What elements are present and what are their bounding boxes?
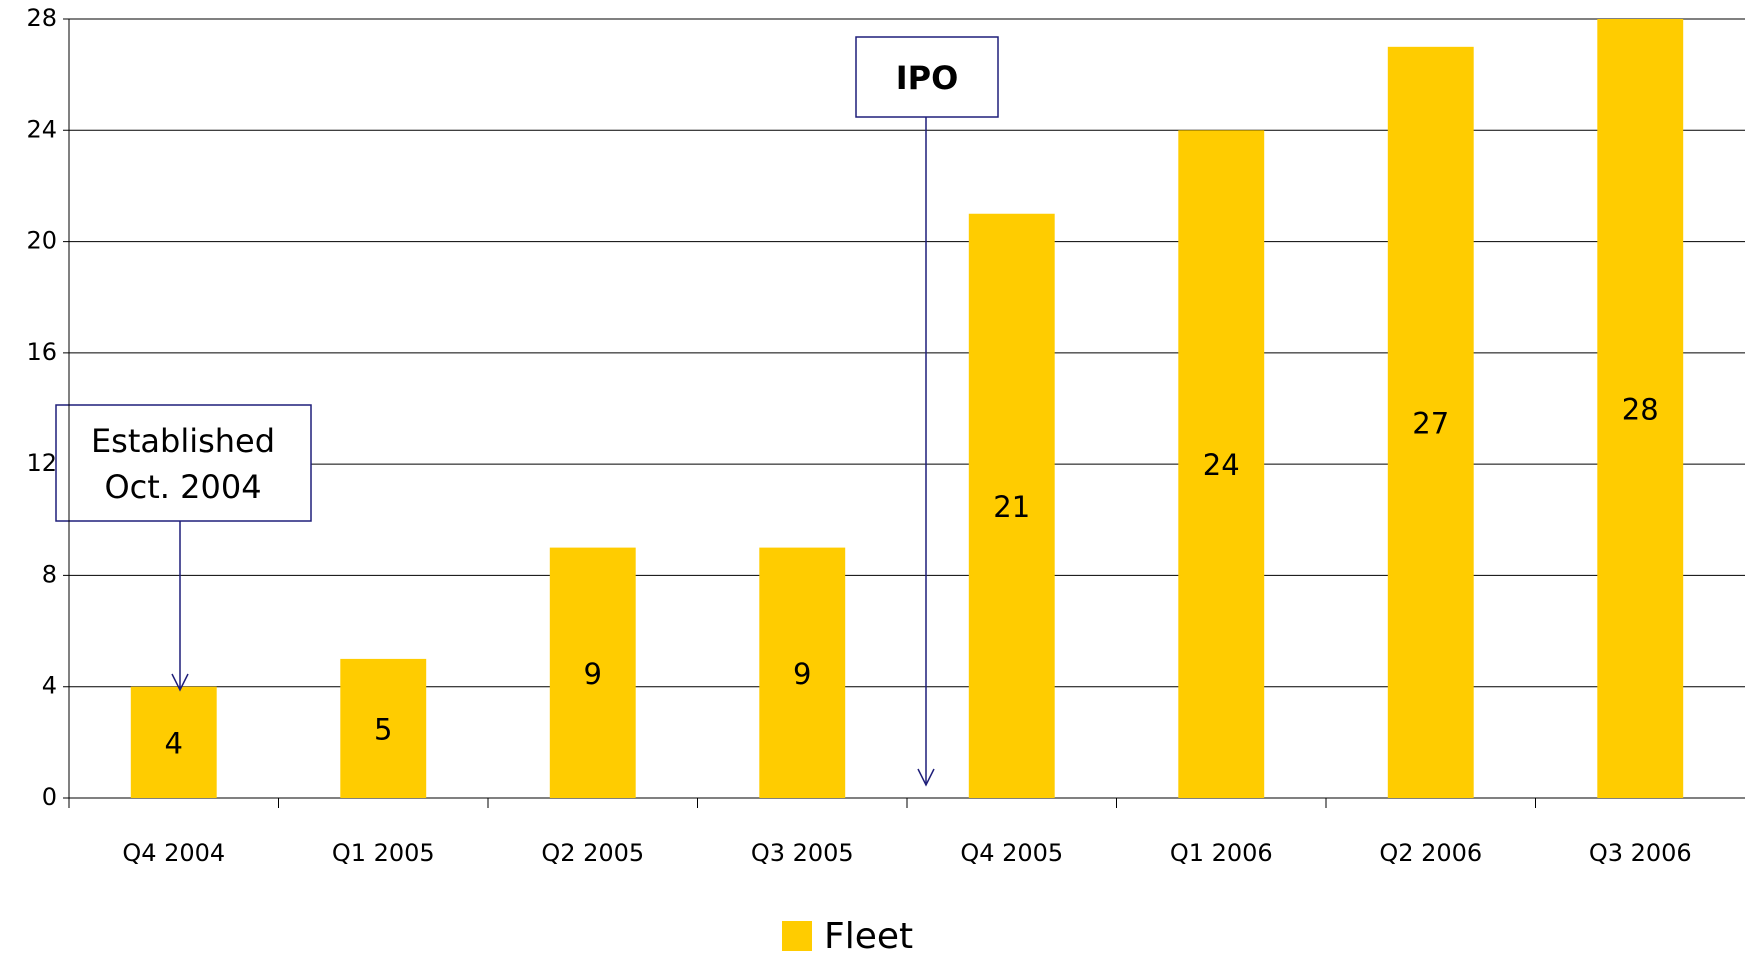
annotation-text: IPO [896,59,959,97]
annotation-text: Established [91,422,275,460]
y-tick-label: 8 [42,560,57,588]
bar [340,658,427,798]
x-tick-label: Q2 2005 [541,839,644,867]
y-tick-label: 24 [26,115,57,143]
x-tick-label: Q1 2006 [1170,839,1273,867]
x-tick-label: Q4 2005 [960,839,1063,867]
x-tick-label: Q1 2005 [332,839,435,867]
bar [759,547,846,798]
data-label: 9 [584,657,602,691]
x-tick-label: Q3 2005 [751,839,854,867]
bar [968,213,1055,798]
annotation-text: Oct. 2004 [104,468,261,506]
bar [1387,46,1474,799]
annotation-box [55,404,312,522]
y-tick-label: 16 [26,338,57,366]
y-tick-label: 0 [42,783,57,811]
data-label: 24 [1203,448,1240,482]
bar [549,547,636,798]
legend-label: Fleet [824,916,913,957]
data-label: 4 [165,726,183,760]
annotation-arrows [171,117,935,787]
data-label: 5 [374,712,392,746]
data-label: 21 [993,490,1030,524]
data-label: 9 [793,657,811,691]
x-tick-label: Q2 2006 [1379,839,1482,867]
y-tick-label: 12 [26,449,57,477]
bar [130,686,217,798]
x-tick-label: Q4 2004 [122,839,225,867]
legend-swatch [782,921,812,951]
bar [1597,19,1684,798]
y-tick-label: 4 [42,672,57,700]
y-tick-label: 20 [26,227,57,255]
bar [1178,130,1265,799]
data-label: 27 [1412,406,1449,440]
x-tick-label: Q3 2006 [1589,839,1692,867]
annotation-box [855,36,999,118]
y-tick-label: 28 [26,4,57,32]
data-label: 28 [1622,393,1659,427]
